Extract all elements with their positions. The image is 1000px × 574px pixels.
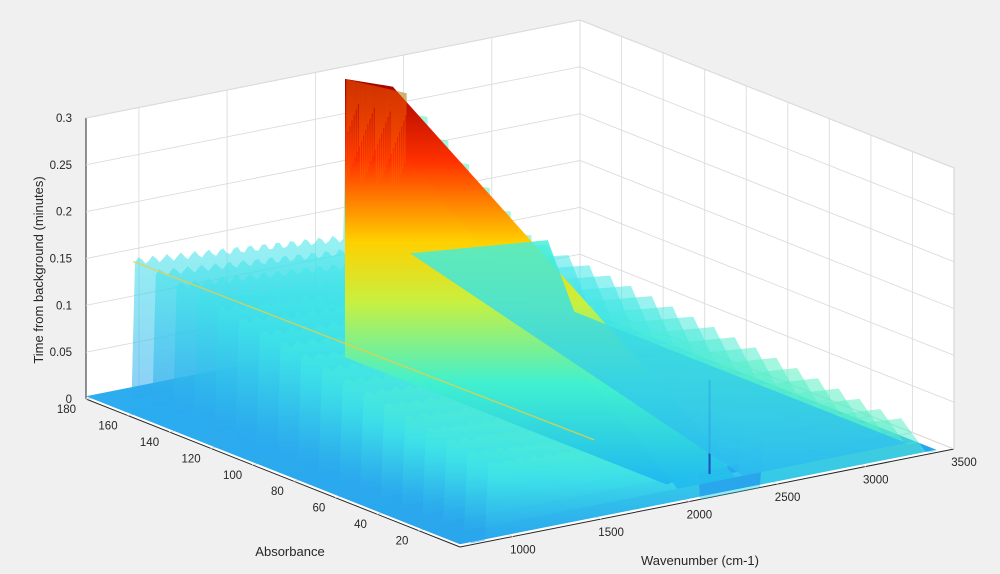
x-tick-label: 1000 — [510, 545, 536, 557]
z-axis-label: Time from background (minutes) — [31, 176, 46, 363]
x-tick-label: 2000 — [687, 510, 713, 522]
x-axis-label: Wavenumber (cm-1) — [641, 553, 759, 568]
y-tick-label: 20 — [396, 536, 409, 548]
x-tick-label: 1500 — [598, 527, 624, 539]
y-tick-label: 160 — [98, 420, 117, 432]
x-tick-label: 2500 — [775, 492, 801, 504]
y-axis-label: Absorbance — [255, 544, 324, 559]
y-tick-label: 60 — [313, 503, 326, 515]
right-shelf — [410, 240, 907, 476]
z-tick-label: 0.05 — [50, 347, 72, 359]
y-tick-label: 100 — [223, 470, 242, 482]
z-tick-label: 0 — [66, 394, 72, 406]
y-tick-label: 180 — [57, 404, 76, 416]
z-axis-ticks: 0 0.05 0.1 0.15 0.2 0.25 0.3 — [50, 113, 72, 406]
z-tick-label: 0.1 — [56, 300, 72, 312]
surface-mesh — [86, 79, 937, 545]
x-axis-ticks: 1000 1500 2000 2500 3000 3500 — [510, 457, 977, 557]
y-tick-label: 80 — [271, 486, 284, 498]
x-tick-label: 3500 — [951, 457, 977, 469]
y-tick-label: 140 — [140, 437, 159, 449]
y-tick-label: 40 — [354, 519, 367, 531]
z-tick-label: 0.15 — [50, 254, 72, 266]
ridge-highlight — [132, 260, 595, 441]
z-tick-label: 0.2 — [56, 207, 72, 219]
y-axis-ticks: 20 40 60 80 100 120 140 160 180 — [57, 404, 409, 548]
y-tick-label: 120 — [182, 453, 201, 465]
y-axis-line — [85, 398, 461, 548]
z-tick-label: 0.25 — [50, 160, 72, 172]
x-tick-label: 3000 — [863, 475, 889, 487]
z-tick-label: 0.3 — [56, 113, 72, 125]
